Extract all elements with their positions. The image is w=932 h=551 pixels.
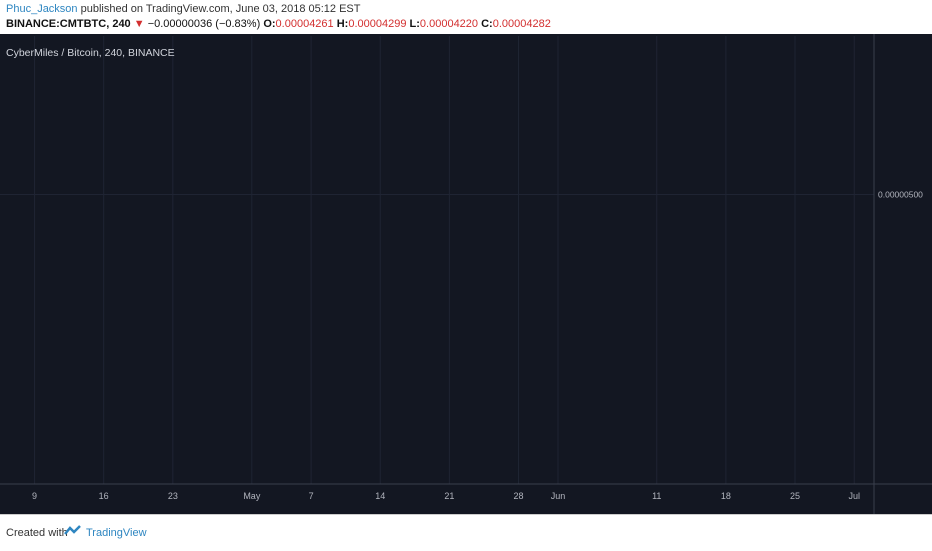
high-value: 0.00004299: [348, 18, 407, 30]
tradingview-logo-icon: [64, 525, 81, 535]
x-tick-label: 25: [790, 491, 800, 501]
open-value: 0.00004261: [275, 18, 334, 30]
publish-text: published on TradingView.com, June 03, 2…: [80, 3, 361, 15]
price-change: −0.00000036 (−0.83%): [147, 18, 261, 30]
price-chart[interactable]: 0.000070000.000065000.000060000.00005500…: [0, 34, 932, 514]
x-tick-label: May: [243, 491, 261, 501]
x-tick-label: Jul: [848, 491, 860, 501]
symbol-ohlc-line: BINANCE:CMTBTC, 240 ▼ −0.00000036 (−0.83…: [6, 18, 551, 30]
x-tick-label: 23: [168, 491, 178, 501]
close-label: C:: [481, 18, 493, 30]
open-label: O:: [263, 18, 276, 30]
low-label: L:: [409, 18, 420, 30]
x-tick-label: 28: [513, 491, 523, 501]
tradingview-brand[interactable]: TradingView: [86, 527, 147, 539]
author-link[interactable]: Phuc_Jackson: [6, 3, 78, 15]
x-tick-label: 11: [652, 491, 661, 501]
x-tick-label: 7: [309, 491, 314, 501]
x-tick-label: 16: [99, 491, 109, 501]
x-tick-label: 9: [32, 491, 37, 501]
chart-title: CyberMiles / Bitcoin, 240, BINANCE: [6, 47, 175, 59]
x-tick-label: 21: [444, 491, 454, 501]
high-label: H:: [336, 18, 349, 30]
x-tick-label: Jun: [551, 491, 566, 501]
x-tick-label: 14: [375, 491, 385, 501]
y-tick-label: 0.00000500: [878, 190, 923, 200]
close-value: 0.00004282: [492, 18, 551, 30]
footer: Created with TradingView: [0, 514, 932, 551]
symbol-label: BINANCE:CMTBTC, 240: [6, 18, 131, 30]
created-with-text: Created with: [6, 527, 68, 539]
low-value: 0.00004220: [419, 18, 479, 30]
publish-info: Phuc_Jackson published on TradingView.co…: [6, 3, 361, 15]
x-tick-label: 18: [721, 491, 731, 501]
chart-background: [0, 34, 932, 514]
change-arrow-icon: ▼: [133, 18, 145, 30]
publish-header: Phuc_Jackson published on TradingView.co…: [0, 0, 932, 34]
